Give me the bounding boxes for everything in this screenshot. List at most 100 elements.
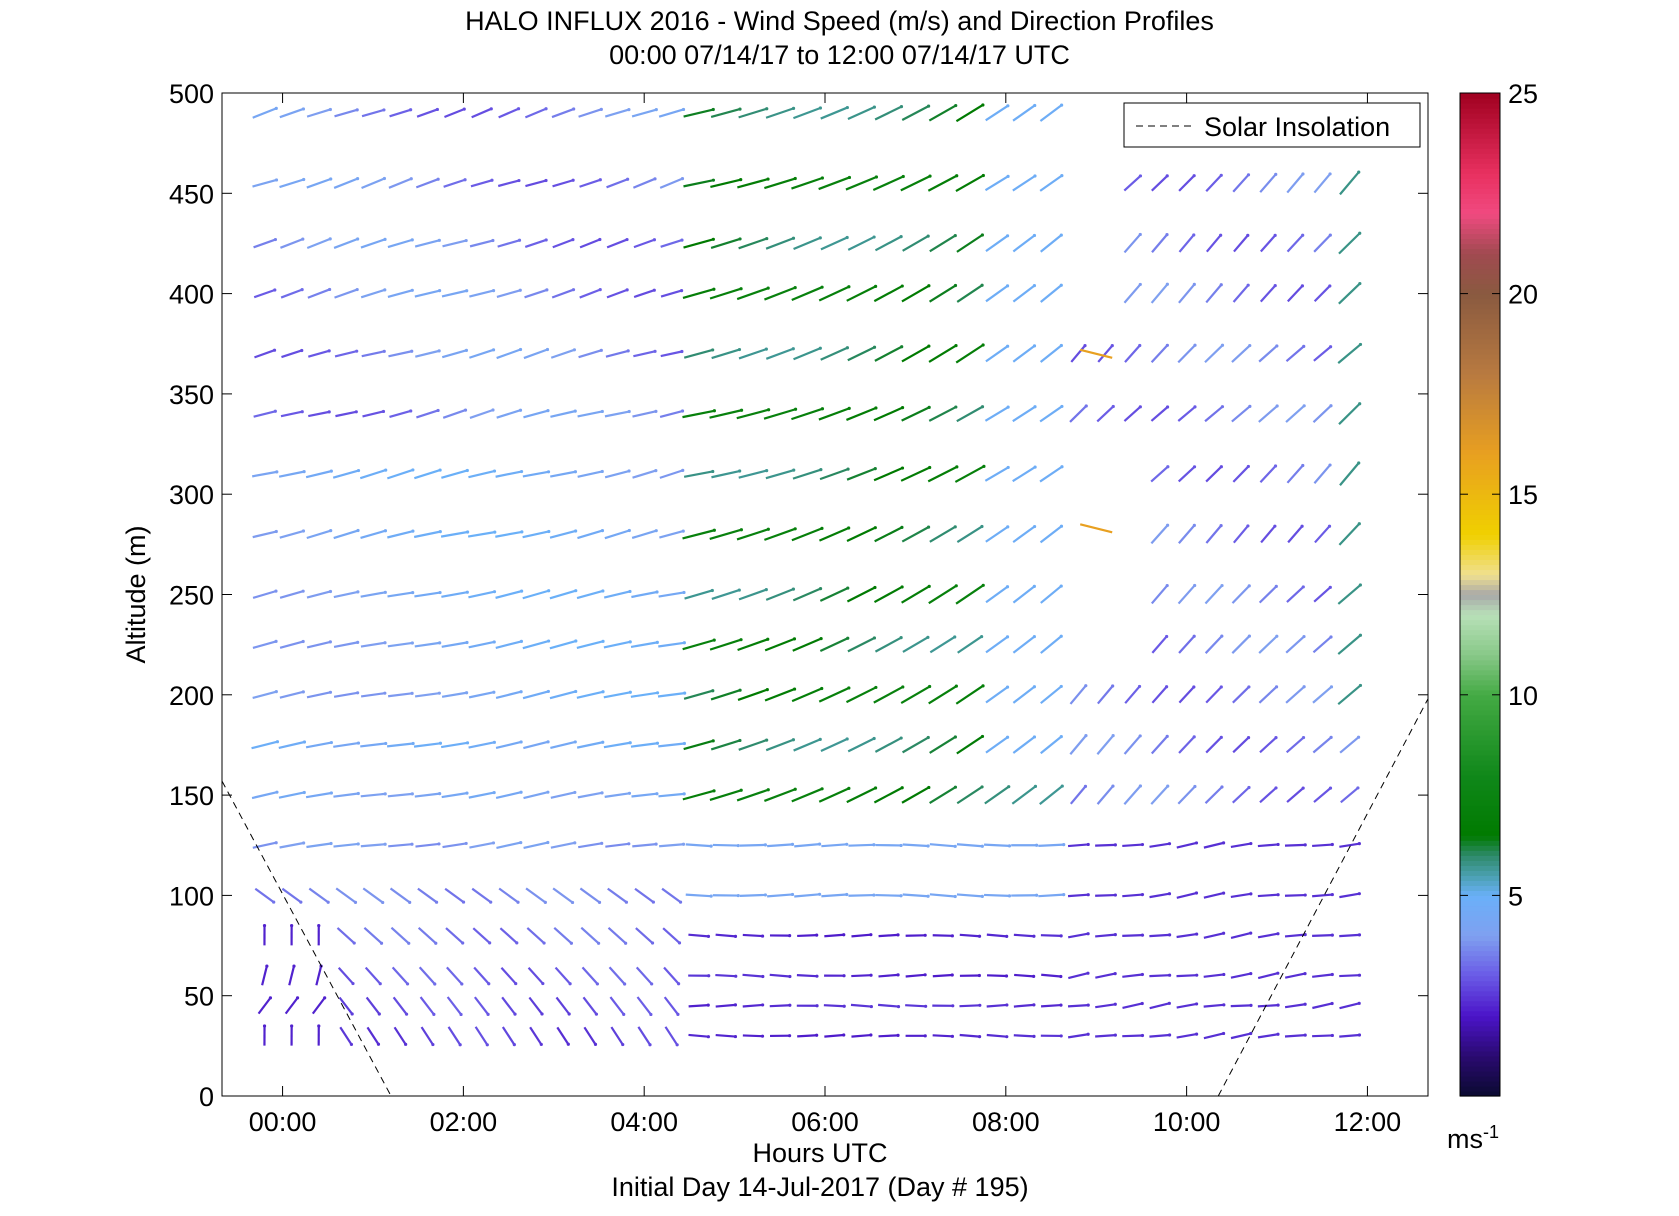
wind-arrow-head [820, 407, 825, 411]
wind-arrow-head [706, 1003, 710, 1007]
wind-arrow-head [1274, 786, 1278, 790]
colorbar-cell [1460, 1060, 1500, 1067]
wind-arrow [764, 177, 796, 190]
wind-arrow [985, 104, 1009, 122]
wind-arrow [334, 350, 357, 358]
wind-arrow-head [1083, 784, 1088, 788]
wind-arrow-head [489, 107, 493, 111]
wind-arrow [495, 690, 522, 699]
wind-arrow [631, 529, 657, 540]
wind-arrow-head [1358, 342, 1363, 347]
wind-arrow-head [1276, 1032, 1280, 1036]
wind-arrow [928, 104, 957, 122]
wind-arrow-head [595, 982, 600, 986]
wind-arrow [1122, 1034, 1143, 1038]
wind-arrow-head [574, 589, 578, 593]
wind-arrow-head [738, 469, 742, 473]
colorbar-unit-exp: -1 [1483, 1122, 1500, 1142]
wind-arrow-head [329, 529, 333, 533]
wind-arrow-head [1084, 734, 1088, 738]
colorbar-cell [1460, 444, 1500, 450]
wind-arrow-head [761, 974, 765, 979]
colorbar-cell [1460, 629, 1500, 636]
wind-arrow-head [1086, 971, 1090, 975]
wind-arrow [873, 585, 903, 604]
wind-arrow [763, 788, 796, 802]
wind-arrow [280, 238, 304, 249]
wind-arrow [251, 791, 278, 800]
wind-arrow [985, 736, 1009, 754]
colorbar-cell [1460, 795, 1500, 801]
wind-arrow-head [515, 941, 519, 945]
wind-arrow [522, 690, 549, 700]
wind-arrow [791, 527, 823, 542]
wind-arrow-head [570, 900, 575, 905]
wind-arrow [416, 108, 438, 118]
wind-arrow-head [573, 470, 578, 474]
wind-arrow-head [596, 941, 601, 945]
wind-arrow-head [793, 286, 797, 290]
wind-arrow [1150, 283, 1169, 304]
wind-arrow [1312, 1002, 1333, 1010]
wind-arrow-head [1303, 893, 1307, 897]
wind-arrow [683, 739, 714, 751]
wind-arrow-head [1167, 1033, 1172, 1037]
wind-arrow-head [383, 641, 387, 645]
wind-arrow-head [818, 587, 823, 591]
wind-arrow-head [1140, 842, 1145, 847]
legend-box [1123, 102, 1421, 148]
wind-arrow [683, 179, 714, 188]
wind-arrow-head [465, 691, 469, 695]
wind-arrow-head [1138, 405, 1142, 409]
wind-arrow-head [1059, 735, 1063, 739]
wind-arrow [1339, 933, 1360, 938]
wind-arrow [959, 1033, 980, 1038]
wind-arrow [846, 586, 876, 603]
wind-arrow-head [514, 981, 518, 986]
wind-arrow [986, 974, 1007, 978]
wind-arrow-head [1062, 893, 1066, 897]
wind-arrow [333, 842, 359, 848]
wind-arrow-head [1248, 404, 1252, 408]
wind-arrow [1231, 635, 1251, 654]
wind-arrow-head [679, 289, 684, 293]
colorbar-cell [1460, 569, 1500, 576]
wind-arrow [1123, 735, 1142, 755]
wind-arrow [765, 347, 794, 360]
wind-arrow [847, 346, 876, 362]
colorbar-cell [1460, 835, 1500, 841]
wind-arrow [337, 966, 354, 985]
colorbar-cell [1460, 479, 1500, 485]
wind-arrow-head [738, 107, 742, 111]
wind-arrow [900, 175, 931, 192]
wind-arrow-head [1111, 734, 1115, 738]
wind-arrow [683, 689, 714, 700]
wind-arrow-head [896, 973, 900, 977]
wind-arrow-head [654, 108, 658, 112]
wind-arrow [793, 106, 821, 120]
colorbar-cell [1460, 965, 1500, 972]
wind-arrow-head [842, 1004, 846, 1008]
wind-arrow [446, 996, 462, 1016]
wind-arrow [956, 405, 984, 423]
wind-arrow-head [900, 466, 905, 470]
wind-arrow-head [1330, 933, 1334, 937]
wind-arrow-head [438, 641, 442, 645]
wind-arrow [495, 530, 523, 538]
colorbar-tick-label: 25 [1508, 79, 1538, 109]
wind-arrow [414, 239, 440, 248]
colorbar-cell [1460, 298, 1500, 305]
wind-arrow-head [896, 1033, 900, 1037]
wind-arrow-head [262, 924, 267, 928]
wind-arrow [824, 1033, 844, 1038]
wind-arrow-head [653, 349, 657, 353]
wind-arrow [1203, 932, 1224, 939]
wind-arrow-head [817, 892, 822, 896]
wind-arrow [576, 640, 604, 650]
wind-arrow [901, 585, 930, 604]
wind-arrow-head [926, 894, 930, 898]
wind-arrow [738, 348, 767, 360]
wind-arrow-head [872, 736, 876, 741]
wind-arrow-head [654, 469, 658, 473]
wind-arrow-head [301, 237, 305, 241]
